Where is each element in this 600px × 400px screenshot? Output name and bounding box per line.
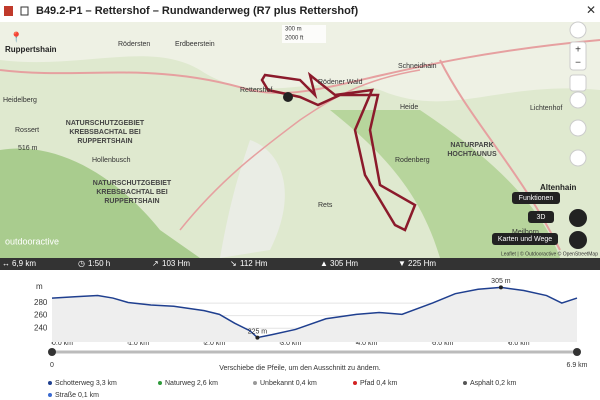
- title: B49.2-P1 – Rettershof – Rundwanderweg (R…: [36, 5, 358, 17]
- stat: 225 Hm: [408, 259, 436, 268]
- y-tick-label: 280: [34, 298, 48, 307]
- hint: Verschiebe die Pfeile, um den Ausschnitt…: [219, 365, 381, 372]
- stat: 112 Hm: [240, 259, 268, 268]
- legend-swatch: [353, 381, 357, 385]
- scale: 300 m: [285, 27, 302, 33]
- legend-swatch: [463, 381, 467, 385]
- button[interactable]: Karten und Wege: [498, 236, 552, 243]
- stat-icon: ▼: [398, 259, 406, 268]
- svg-text:📍: 📍: [10, 31, 22, 44]
- place: Hollenbusch: [92, 157, 131, 164]
- button[interactable]: Funktionen: [519, 195, 554, 202]
- legend-label: Naturweg 2,6 km: [165, 380, 218, 387]
- place: Rossert: [15, 127, 39, 134]
- legend-swatch: [48, 381, 52, 385]
- svg-text:−: −: [575, 58, 581, 69]
- place: Rodenberg: [395, 157, 430, 164]
- nsg-label: KREBSBACHTAL BEI: [96, 189, 167, 196]
- stat: 103 Hm: [162, 259, 190, 268]
- slider-handle[interactable]: [573, 348, 581, 356]
- slider-handle[interactable]: [48, 348, 56, 356]
- legend-swatch: [253, 381, 257, 385]
- nsg-label: NATURSCHUTZGEBIET: [93, 180, 172, 187]
- map-controls: + −: [492, 21, 587, 249]
- close[interactable]: ✕: [586, 3, 596, 17]
- y-axis-label: m: [36, 282, 43, 291]
- extreme-marker: [255, 335, 260, 340]
- place: Rödener Wald: [318, 79, 363, 86]
- stats-bar: [0, 258, 600, 270]
- y-tick-label: 240: [34, 323, 48, 332]
- naturpark-label: HOCHTAUNUS: [447, 151, 497, 158]
- stat-icon: ▲: [320, 259, 328, 268]
- place: Meilborn: [512, 229, 539, 236]
- legend-swatch: [158, 381, 162, 385]
- stat: 305 Hm: [330, 259, 358, 268]
- place: Ruppertshain: [5, 45, 57, 54]
- svg-text:+: +: [575, 45, 581, 56]
- lock-icon: [20, 6, 29, 16]
- place: Rettershof: [240, 87, 272, 94]
- extreme-label: 305 m: [491, 278, 511, 285]
- stat: 6,9 km: [12, 259, 36, 268]
- scale-box: [282, 25, 326, 43]
- elevation-line: [51, 286, 578, 339]
- nsg-label: RUPPERTSHAIN: [77, 138, 132, 145]
- x-tick-label: 4.0 km: [356, 340, 377, 347]
- place: Heide: [400, 104, 418, 111]
- nsg-label: NATURSCHUTZGEBIET: [66, 120, 145, 127]
- y-tick-label: 260: [34, 311, 48, 320]
- slider-start: 0: [50, 362, 54, 369]
- x-tick-label: 3.0 km: [280, 340, 301, 347]
- legend-label: Straße 0,1 km: [55, 392, 99, 399]
- stat: 1:50 h: [88, 259, 110, 268]
- legend-swatch: [48, 393, 52, 397]
- x-tick-label: 0.0 km: [52, 340, 73, 347]
- naturpark-label: NATURPARK: [450, 142, 493, 149]
- place: Rets: [318, 202, 333, 209]
- legend-label: Unbekannt 0,4 km: [260, 380, 317, 387]
- legend-label: Pfad 0,4 km: [360, 380, 398, 387]
- place: Rödersten: [118, 41, 150, 48]
- place: 516 m: [18, 145, 38, 152]
- place: Lichtenhof: [530, 105, 562, 112]
- button[interactable]: 3D: [537, 214, 546, 221]
- scale: 2000 ft: [285, 36, 304, 42]
- legend-label: Asphalt 0,2 km: [470, 380, 516, 387]
- legend-label: Schotterweg 3,3 km: [55, 380, 117, 387]
- stat-icon: ↗: [152, 259, 159, 268]
- place: Heidelberg: [3, 97, 37, 104]
- x-tick-label: 2.0 km: [204, 340, 225, 347]
- x-tick-label: 6.0 km: [509, 340, 530, 347]
- logo: outdooractive: [5, 236, 59, 246]
- stat-icon: ↔: [2, 259, 10, 268]
- x-tick-label: 5.0 km: [432, 340, 453, 347]
- elevation-area: [52, 287, 577, 342]
- slider-end: 6.9 km: [566, 362, 587, 369]
- stat-icon: ◷: [78, 259, 85, 268]
- nsg-label: KREBSBACHTAL BEI: [69, 129, 140, 136]
- place: Schneidhain: [398, 63, 437, 70]
- nsg-label: RUPPERTSHAIN: [104, 198, 159, 205]
- x-tick-label: 1.0 km: [128, 340, 149, 347]
- stat-icon: ↘: [230, 259, 237, 268]
- extreme-marker: [498, 285, 503, 290]
- place: Altenhain: [540, 183, 577, 192]
- extreme-label: 225 m: [248, 328, 268, 335]
- tour-icon: [4, 6, 13, 16]
- place: Erdbeerstein: [175, 41, 215, 48]
- map: 📍: [0, 22, 600, 258]
- attribution: Leaflet | © Outdooractive © OpenStreetMa…: [501, 250, 598, 257]
